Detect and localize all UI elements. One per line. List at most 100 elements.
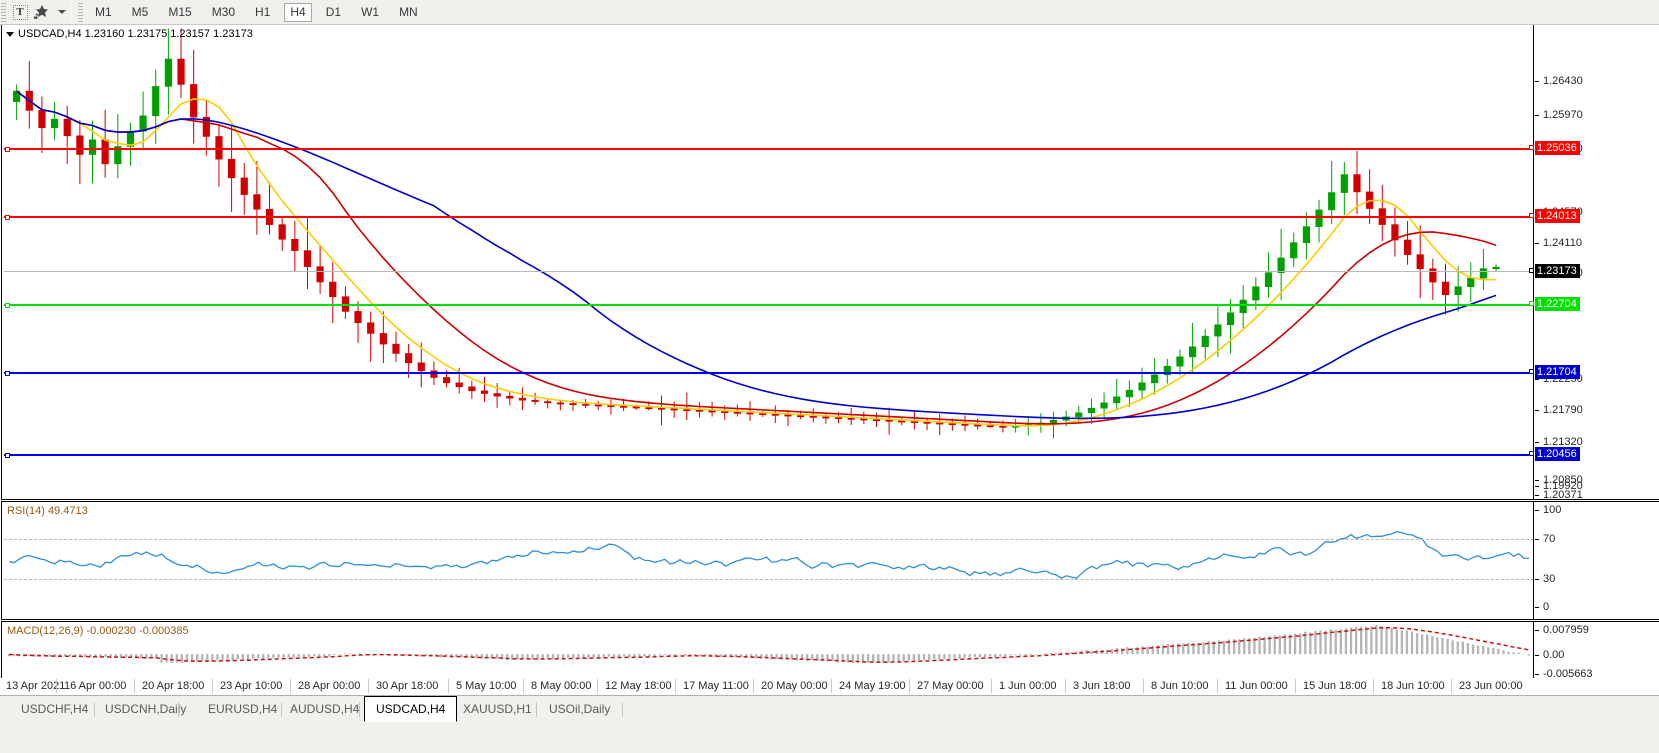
level-line-support-green[interactable] bbox=[4, 303, 1534, 308]
timeframe-group: M1 M5 M15 M30 H1 H4 D1 W1 MN bbox=[89, 2, 432, 22]
time-axis-label: 18 Jun 10:00 bbox=[1381, 680, 1445, 692]
chart-tab-usdcad-h4[interactable]: USDCAD,H4 bbox=[364, 696, 458, 722]
timeframe-button-m1[interactable]: M1 bbox=[95, 5, 112, 19]
indicators-dropdown-button[interactable] bbox=[54, 2, 66, 22]
price-tag-resistance-upper: 1.25036 bbox=[1529, 141, 1580, 155]
rsi-plot-area[interactable] bbox=[4, 502, 1534, 619]
timeframe-button-m30[interactable]: M30 bbox=[211, 5, 236, 19]
time-axis-separator bbox=[1217, 679, 1218, 693]
tag-anchor-box bbox=[1529, 369, 1534, 374]
macd-axis-label: -0.005663 bbox=[1543, 668, 1593, 680]
level-line-support-blue-1[interactable] bbox=[4, 371, 1534, 376]
time-axis-separator bbox=[1295, 679, 1296, 693]
price-axis-label: 1.21790 bbox=[1543, 404, 1583, 416]
macd-axis-tick bbox=[1535, 674, 1539, 675]
symbol-header-text: USDCAD,H4 1.23160 1.23175 1.23157 1.2317… bbox=[18, 28, 253, 40]
rsi-axis-label: 70 bbox=[1543, 533, 1556, 545]
rsi-axis-tick bbox=[1535, 539, 1539, 540]
time-axis-separator bbox=[368, 679, 369, 693]
text-tool-button[interactable]: T bbox=[10, 2, 30, 22]
level-line-resistance-upper[interactable] bbox=[4, 147, 1534, 152]
time-axis-label: 8 May 00:00 bbox=[531, 680, 592, 692]
current-price-tag: 1.23173 bbox=[1529, 264, 1580, 278]
chart-window[interactable]: USDCAD,H4 1.23160 1.23175 1.23157 1.2317… bbox=[0, 25, 1659, 680]
timeframe-button-m15[interactable]: M15 bbox=[168, 5, 192, 19]
chart-tab-eurusd-h4[interactable]: EURUSD,H4 bbox=[208, 702, 278, 716]
time-axis-separator bbox=[597, 679, 598, 693]
time-axis-label: 11 Jun 00:00 bbox=[1225, 680, 1288, 692]
tab-divider bbox=[536, 702, 537, 717]
tab-divider bbox=[94, 702, 95, 717]
level-drag-handle[interactable] bbox=[5, 147, 10, 152]
price-axis-tick bbox=[1535, 486, 1539, 487]
tab-divider bbox=[178, 702, 179, 717]
text-tool-icon: T bbox=[12, 4, 28, 20]
rsi-header-label: RSI(14) 49.4713 bbox=[7, 505, 88, 517]
timeframe-button-w1[interactable]: W1 bbox=[361, 5, 380, 19]
timeframe-button-h4[interactable]: H4 bbox=[284, 2, 312, 22]
time-axis-label: 30 Apr 18:00 bbox=[376, 680, 439, 692]
macd-axis-tick bbox=[1535, 655, 1539, 656]
level-drag-handle[interactable] bbox=[5, 371, 10, 376]
rsi-axis-label: 30 bbox=[1543, 573, 1556, 585]
time-axis-separator bbox=[212, 679, 213, 693]
time-axis-separator bbox=[1373, 679, 1374, 693]
price-axis[interactable]: 1.264301.259701.255001.245701.241101.236… bbox=[1529, 25, 1659, 501]
price-tag-resistance-lower: 1.24013 bbox=[1529, 209, 1580, 223]
time-axis-label: 8 Jun 10:00 bbox=[1151, 680, 1209, 692]
macd-axis-label: 0.00 bbox=[1543, 649, 1565, 661]
rsi-panel[interactable]: RSI(14) 49.4713 100 70 30 0 bbox=[1, 501, 1659, 620]
macd-axis: 0.007959 0.00 -0.005663 bbox=[1533, 622, 1659, 680]
time-axis-label: 23 Apr 10:00 bbox=[220, 680, 283, 692]
level-line-support-blue-2[interactable] bbox=[4, 453, 1534, 458]
time-axis-label: 12 May 18:00 bbox=[605, 680, 672, 692]
price-tag-support-blue-2: 1.20456 bbox=[1529, 447, 1580, 461]
symbol-header: USDCAD,H4 1.23160 1.23175 1.23157 1.2317… bbox=[6, 28, 253, 40]
chart-tab-usdchf-h4[interactable]: USDCHF,H4 bbox=[21, 702, 89, 716]
tab-divider bbox=[359, 702, 360, 717]
time-axis-separator bbox=[56, 679, 57, 693]
time-axis-label: 17 May 11:00 bbox=[683, 680, 749, 692]
time-axis-label: 1 Jun 00:00 bbox=[999, 680, 1057, 692]
toolbar-grip-2[interactable] bbox=[78, 2, 83, 22]
timeframe-button-d1[interactable]: D1 bbox=[325, 5, 342, 19]
price-plot-area[interactable] bbox=[4, 25, 1534, 499]
triangle-down-icon[interactable] bbox=[6, 31, 14, 37]
time-axis-separator bbox=[1451, 679, 1452, 693]
indicators-button[interactable] bbox=[32, 2, 52, 22]
chart-tab-bar: USDCHF,H4 USDCNH,Daily EURUSD,H4 AUDUSD,H4 U… bbox=[0, 695, 1659, 753]
price-chart-panel[interactable]: USDCAD,H4 1.23160 1.23175 1.23157 1.2317… bbox=[1, 25, 1659, 501]
price-axis-tick bbox=[1535, 480, 1539, 481]
time-axis-separator bbox=[448, 679, 449, 693]
toolbar-grip-1[interactable] bbox=[1, 2, 6, 22]
time-axis-separator bbox=[290, 679, 291, 693]
level-drag-handle[interactable] bbox=[5, 303, 10, 308]
price-axis-tick bbox=[1535, 379, 1539, 380]
time-axis-separator bbox=[1143, 679, 1144, 693]
time-axis-separator bbox=[134, 679, 135, 693]
time-axis-separator bbox=[753, 679, 754, 693]
time-axis-separator bbox=[1065, 679, 1066, 693]
price-tag-support-green: 1.22704 bbox=[1529, 297, 1580, 311]
price-axis-tick bbox=[1535, 442, 1539, 443]
level-drag-handle[interactable] bbox=[5, 215, 10, 220]
indicators-icon bbox=[34, 5, 48, 19]
chart-tab-usoil-daily[interactable]: USOil,Daily bbox=[549, 702, 611, 716]
time-axis-label: 15 Jun 18:00 bbox=[1303, 680, 1367, 692]
timeframe-button-mn[interactable]: MN bbox=[399, 5, 418, 19]
current-price-line bbox=[4, 271, 1534, 272]
timeframe-button-m5[interactable]: M5 bbox=[131, 5, 149, 19]
rsi-axis: 100 70 30 0 bbox=[1533, 502, 1659, 619]
chart-tab-usdcnh-daily[interactable]: USDCNH,Daily bbox=[105, 702, 187, 716]
chart-tab-audusd-h4[interactable]: AUDUSD,H4 bbox=[290, 702, 360, 716]
macd-plot-area[interactable] bbox=[4, 622, 1534, 678]
chart-tab-xauusd-h1[interactable]: XAUUSD,H1 bbox=[463, 702, 532, 716]
macd-panel[interactable]: MACD(12,26,9) -0.000230 -0.000385 0.0079… bbox=[1, 621, 1659, 680]
level-drag-handle[interactable] bbox=[5, 453, 10, 458]
time-axis-separator bbox=[675, 679, 676, 693]
timeframe-button-h1[interactable]: H1 bbox=[255, 5, 271, 19]
time-axis-separator bbox=[523, 679, 524, 693]
time-axis-separator bbox=[909, 679, 910, 693]
level-line-resistance-lower[interactable] bbox=[4, 215, 1534, 220]
rsi-line-series bbox=[8, 531, 1529, 580]
